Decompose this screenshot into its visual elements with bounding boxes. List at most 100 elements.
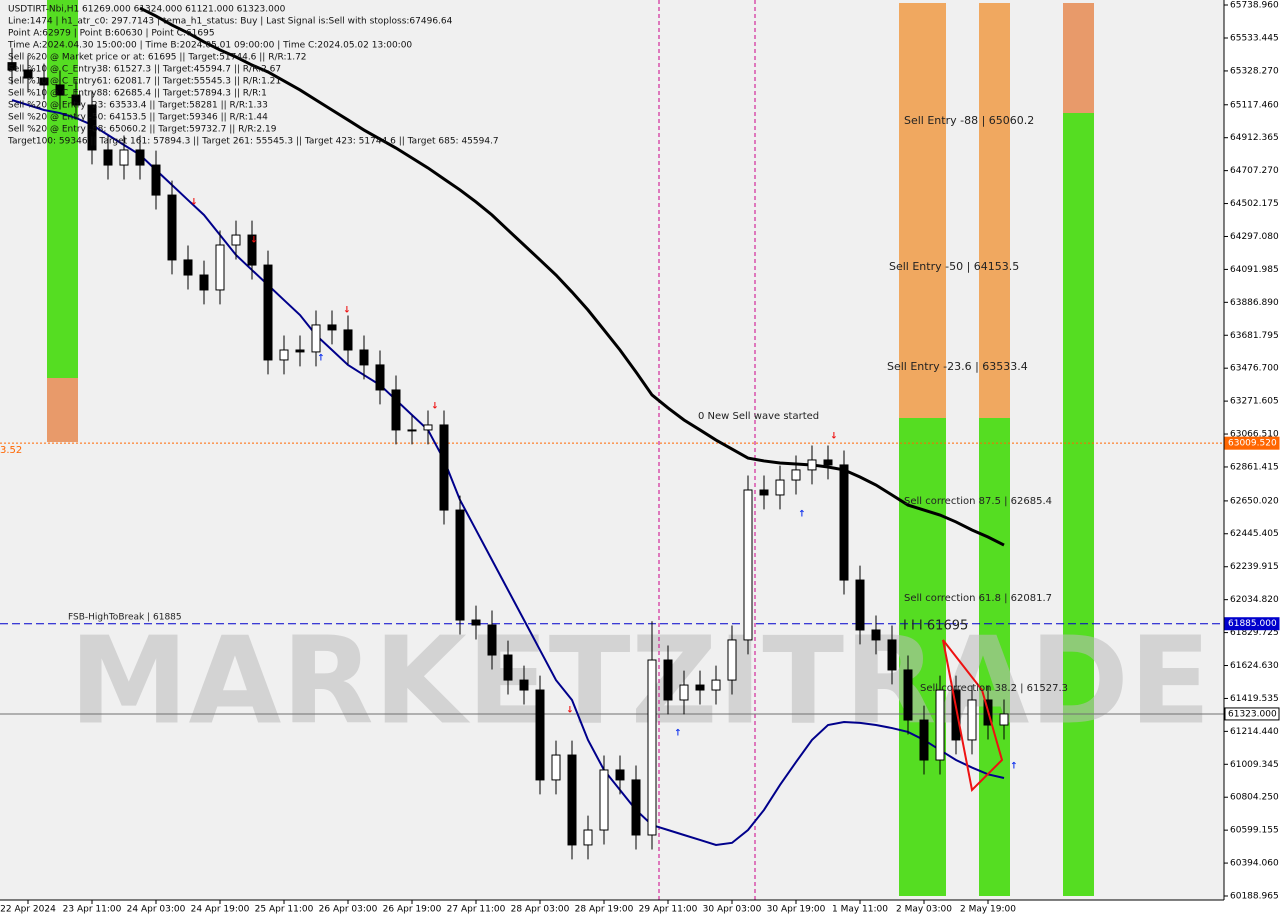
info-line: Time A:2024.04.30 15:00:00 | Time B:2024… <box>7 41 412 51</box>
y-tick-label: 60188.965 <box>1230 892 1279 902</box>
candle-body <box>967 699 977 741</box>
y-tick-label: 64912.365 <box>1230 133 1279 143</box>
candle-body <box>903 669 913 721</box>
x-tick-label: 2 May 19:00 <box>960 905 1016 915</box>
y-tick-label: 63886.890 <box>1230 298 1279 308</box>
sell-arrow: ↓ <box>830 432 838 442</box>
info-line: Sell %10 @ C_Entry88: 62685.4 || Target:… <box>8 89 267 99</box>
x-tick-label: 30 Apr 19:00 <box>767 905 826 915</box>
buy-arrow: ↑ <box>317 354 325 364</box>
candle-body <box>343 329 353 351</box>
zone <box>979 418 1010 896</box>
annotation: Sell correction 87.5 | 62685.4 <box>904 496 1052 507</box>
annotation: Sell correction 61.8 | 62081.7 <box>904 593 1052 604</box>
candle-body <box>503 654 513 681</box>
candle-body <box>39 77 49 86</box>
candle-body <box>791 469 801 481</box>
level-label: 61323.000 <box>1228 709 1277 719</box>
candle-body <box>183 259 193 276</box>
candle-body <box>295 349 305 353</box>
candle-body <box>887 639 897 671</box>
info-line: Sell %20 @ Entry -88: 65060.2 || Target:… <box>8 125 277 135</box>
candles <box>7 48 1009 860</box>
info-panel: USDTIRT-Nbi,H1 61269.000 61324.000 61121… <box>7 5 499 147</box>
sell-arrow: ↓ <box>566 706 574 716</box>
level-label: 63009.520 <box>1228 439 1277 449</box>
zone <box>1063 3 1094 113</box>
y-tick-label: 63066.510 <box>1230 430 1279 440</box>
info-line: Sell %20 @ Entry -23: 63533.4 || Target:… <box>8 101 268 111</box>
level-label-box <box>1224 707 1280 721</box>
candle-body <box>119 149 129 166</box>
candle-body <box>471 619 481 626</box>
info-line: Target100: 59346 || Target 161: 57894.3 … <box>7 137 499 147</box>
sell-arrow: ↓ <box>250 236 258 246</box>
y-tick-label: 60394.060 <box>1230 859 1279 869</box>
candle-body <box>711 679 721 691</box>
annotation: FSB-HighToBreak | 61885 <box>68 613 182 623</box>
candle-body <box>999 713 1009 726</box>
candle-body <box>407 429 417 432</box>
candle-body <box>151 164 161 196</box>
signal-arrows: ↓ ↓ ↓ ↓ ↓ ↓ ↑ ↑ ↑ ↑ <box>190 198 1018 772</box>
candle-body <box>855 579 865 631</box>
candle-body <box>279 349 289 361</box>
plot-background <box>0 0 1224 900</box>
candle-body <box>935 689 945 761</box>
candle-body <box>327 324 337 331</box>
buy-arrow: ↑ <box>798 510 806 520</box>
candle-body <box>7 62 17 71</box>
y-tick-label: 61624.630 <box>1230 661 1279 671</box>
info-line: Line:1474 | h1_atr_c0: 297.7143 | tema_h… <box>8 17 453 27</box>
y-tick-label: 63476.700 <box>1230 364 1279 374</box>
x-tick-label: 27 Apr 11:00 <box>447 905 506 915</box>
x-tick-label: 29 Apr 11:00 <box>639 905 698 915</box>
zone <box>899 418 946 896</box>
y-tick-label: 62239.915 <box>1230 562 1279 572</box>
candle-body <box>439 424 449 511</box>
zone <box>1063 113 1094 896</box>
candle-body <box>775 479 785 496</box>
annotation: Sell Entry -88 | 65060.2 <box>904 114 1034 127</box>
info-line: Sell %20 @ Entry -50: 64153.5 || Target:… <box>8 113 268 123</box>
candle-body <box>583 829 593 846</box>
candle-body <box>215 244 225 291</box>
levels <box>0 442 1224 715</box>
axis-panel <box>0 900 1224 920</box>
annotation: Sell correction 38.2 | 61527.3 <box>920 683 1068 694</box>
x-tick-label: 26 Apr 19:00 <box>383 905 442 915</box>
candle-body <box>359 349 369 366</box>
candle-body <box>71 94 81 106</box>
sell-arrow: ↓ <box>343 306 351 316</box>
buy-arrow: ↑ <box>1010 762 1018 772</box>
moving-average <box>11 99 1005 846</box>
candle-body <box>727 639 737 681</box>
info-line: Point A:62979 | Point B:60630 | Point C:… <box>8 29 215 39</box>
candle-body <box>663 659 673 701</box>
x-tick-label: 24 Apr 03:00 <box>127 905 186 915</box>
candle-body <box>599 769 609 831</box>
moving-averages <box>11 6 1005 846</box>
annotations: Sell Entry -88 | 65060.2 Sell Entry -50 … <box>0 114 1068 694</box>
zone <box>47 0 78 378</box>
candle-body <box>455 509 465 621</box>
x-tick-label: 24 Apr 19:00 <box>191 905 250 915</box>
candle-body <box>135 149 145 166</box>
y-tick-label: 62034.820 <box>1230 595 1279 605</box>
axis-panel <box>1224 0 1280 920</box>
candle-body <box>807 459 817 471</box>
candle-body <box>631 779 641 836</box>
y-tick-label: 61829.725 <box>1230 628 1279 638</box>
candle-body <box>551 754 561 781</box>
zone <box>47 378 78 442</box>
candle-body <box>519 679 529 691</box>
candle-body <box>839 464 849 581</box>
y-tick-label: 64502.175 <box>1230 199 1279 209</box>
candle-body <box>311 324 321 353</box>
annotation: 3.52 <box>0 445 22 456</box>
x-tick-label: 22 Apr 2024 <box>0 905 56 915</box>
y-tick-label: 62445.405 <box>1230 529 1279 539</box>
